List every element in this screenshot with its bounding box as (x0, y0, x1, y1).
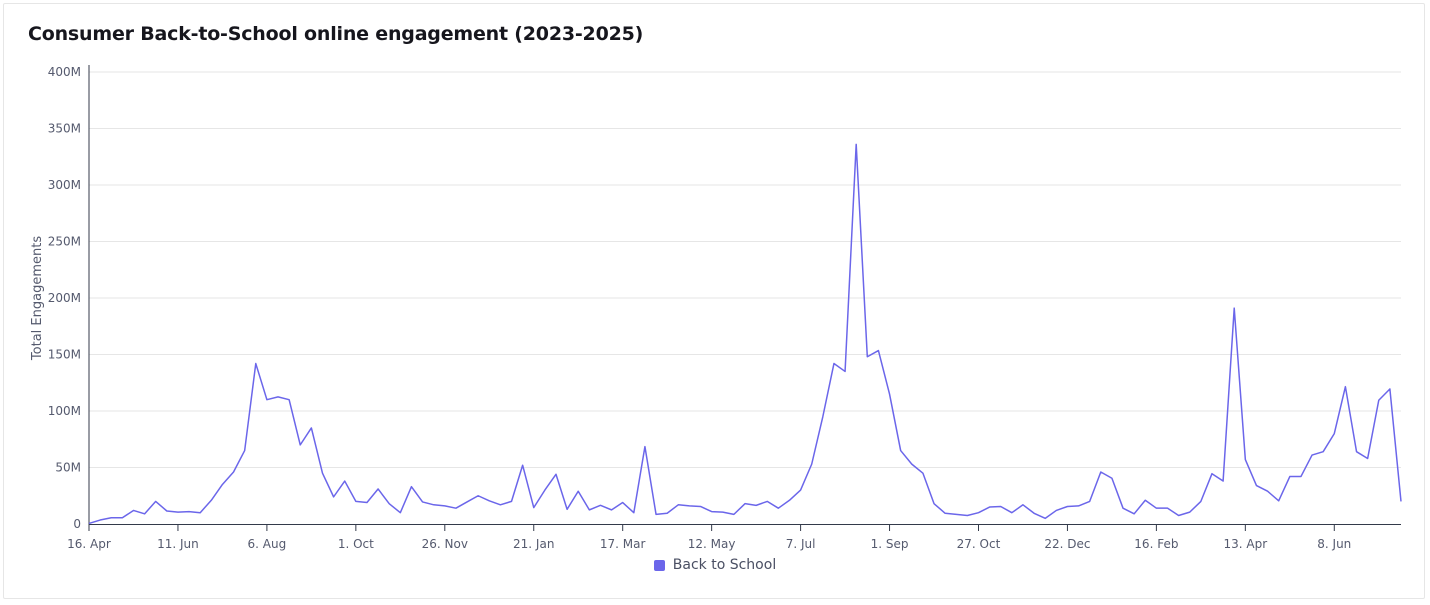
y-tick-label: 50M (55, 461, 81, 475)
legend-label: Back to School (672, 557, 777, 573)
x-tick-label: 13. Apr (1224, 537, 1268, 551)
y-tick-label: 300M (48, 178, 81, 192)
x-tick-label: 11. Jun (157, 537, 199, 551)
y-axis-ticks: 0 50M 100M 150M 200M 250M 300M 350M 400M (48, 65, 81, 531)
y-tick-label: 350M (48, 122, 81, 136)
x-tick-label: 26. Nov (422, 537, 468, 551)
x-axis: 16. Apr 11. Jun 6. Aug 1. Oct 26. Nov 21. Jan… (67, 524, 1401, 551)
chart-title: Consumer Back-to-School online engagemen… (28, 23, 644, 45)
x-tick-label: 1. Sep (871, 537, 909, 551)
x-tick-label: 16. Apr (67, 537, 111, 551)
y-axis-label: Total Engagements (30, 236, 45, 361)
x-tick-label: 21. Jan (513, 537, 554, 551)
x-tick-label: 16. Feb (1134, 537, 1178, 551)
legend-swatch (653, 559, 665, 571)
grid-lines (89, 71, 1401, 468)
x-tick-label: 7. Jul (786, 537, 816, 551)
x-tick-label: 6. Aug (248, 537, 287, 551)
chart-card: Consumer Back-to-School online engagemen… (3, 3, 1425, 599)
y-tick-label: 100M (48, 404, 81, 418)
y-tick-label: 200M (48, 291, 81, 305)
x-tick-label: 27. Oct (957, 537, 1001, 551)
y-tick-label: 400M (48, 65, 81, 79)
y-tick-label: 0 (73, 517, 81, 531)
series-group (88, 143, 1402, 525)
x-tick-label: 22. Dec (1044, 537, 1090, 551)
y-tick-label: 150M (48, 348, 81, 362)
series-line-back-to-school (88, 143, 1402, 525)
legend[interactable]: Back to School (0, 557, 1430, 573)
x-tick-label: 8. Jun (1317, 537, 1351, 551)
x-tick-label: 17. Mar (600, 537, 646, 551)
x-tick-label: 12. May (688, 537, 736, 551)
x-tick-label: 1. Oct (338, 537, 374, 551)
y-tick-label: 250M (48, 235, 81, 249)
